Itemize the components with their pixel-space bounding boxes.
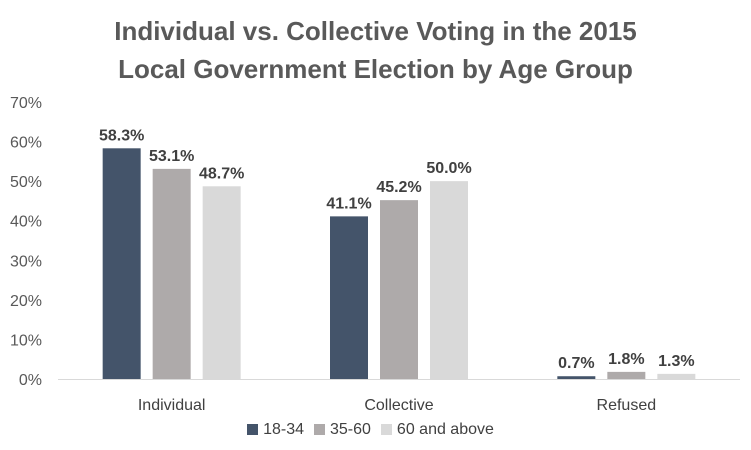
bar-60-and-above-refused bbox=[657, 373, 696, 379]
y-tick-label: 70% bbox=[10, 95, 42, 112]
data-label: 41.1% bbox=[326, 195, 371, 212]
data-label: 45.2% bbox=[376, 179, 421, 196]
bar-35-60-individual bbox=[152, 168, 191, 379]
legend-item: 60 and above bbox=[380, 421, 494, 439]
legend-swatch bbox=[380, 424, 392, 435]
bar-18-34-collective bbox=[330, 216, 368, 379]
bar-18-34-refused bbox=[557, 376, 596, 379]
chart-title-line-2: Local Government Election by Age Group bbox=[118, 54, 633, 84]
bar-60-and-above-collective bbox=[430, 181, 468, 379]
x-tick-label: Individual bbox=[138, 397, 206, 414]
data-label: 48.7% bbox=[199, 165, 244, 182]
y-tick-label: 60% bbox=[10, 135, 42, 152]
y-tick-label: 10% bbox=[10, 332, 42, 349]
data-label: 58.3% bbox=[99, 127, 144, 144]
data-label: 1.8% bbox=[608, 351, 644, 368]
data-label: 1.3% bbox=[658, 353, 694, 370]
legend-swatch bbox=[247, 424, 259, 435]
bar-chart: 0% 10% 20% 30% 40% 50% 60% 70% 58.3% 53.1% 48.7% In… bbox=[10, 95, 740, 414]
y-tick-label: 40% bbox=[10, 214, 42, 231]
y-tick-label: 30% bbox=[10, 253, 42, 270]
legend-label: 60 and above bbox=[396, 421, 494, 438]
data-label: 53.1% bbox=[149, 148, 194, 165]
data-label: 0.7% bbox=[558, 355, 594, 372]
chart-title-line-1: Individual vs. Collective Voting in the … bbox=[114, 16, 637, 46]
y-tick-label: 50% bbox=[10, 174, 42, 191]
y-tick-label: 20% bbox=[10, 293, 42, 310]
legend-label: 18-34 bbox=[263, 421, 304, 438]
x-tick-label: Collective bbox=[364, 397, 433, 414]
bar-18-34-individual bbox=[102, 148, 141, 379]
bar-35-60-collective bbox=[380, 200, 418, 379]
legend-item: 35-60 bbox=[314, 421, 371, 439]
x-tick-label: Refused bbox=[597, 397, 657, 414]
legend: 18-34 35-60 60 and above bbox=[0, 421, 751, 439]
legend-label: 35-60 bbox=[330, 421, 371, 438]
bar-60-and-above-individual bbox=[202, 186, 241, 379]
chart-title: Individual vs. Collective Voting in the … bbox=[0, 12, 751, 88]
y-tick-label: 0% bbox=[19, 372, 42, 389]
legend-swatch bbox=[314, 424, 325, 435]
data-label: 50.0% bbox=[426, 160, 471, 177]
legend-item: 18-34 bbox=[247, 421, 304, 439]
bar-35-60-refused bbox=[607, 371, 646, 379]
